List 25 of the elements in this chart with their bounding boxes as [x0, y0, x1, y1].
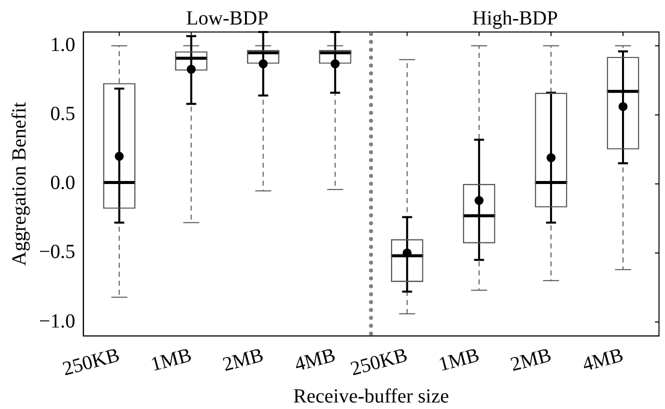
- point: [618, 102, 628, 112]
- x-tick-label: 2MB: [220, 344, 266, 376]
- y-tick-label: 0.5: [50, 103, 76, 126]
- y-tick-label: 0.0: [50, 172, 76, 194]
- text: Low-BDP: [186, 7, 268, 30]
- point: [402, 248, 412, 258]
- x-axis-title: Receive-buffer size: [293, 385, 450, 408]
- point: [474, 196, 484, 206]
- point: [258, 59, 268, 68]
- x-tick-label: 2MB: [508, 344, 554, 376]
- x-tick-label: 4MB: [580, 344, 626, 376]
- x-tick-label: 250KB: [348, 344, 410, 380]
- point: [114, 152, 124, 161]
- x-tick-label: 4MB: [292, 344, 338, 376]
- text: High-BDP: [472, 7, 558, 30]
- point: [330, 59, 340, 68]
- point: [186, 64, 196, 74]
- x-tick-label: 1MB: [148, 344, 194, 376]
- x-tick-label: 1MB: [436, 344, 482, 376]
- y-tick-label: −0.5: [39, 241, 76, 264]
- y-tick-label: −1.0: [39, 310, 76, 332]
- y-axis-title: Aggregation Benefit: [8, 102, 30, 266]
- x-tick-label: 250KB: [60, 344, 122, 380]
- point: [546, 153, 556, 162]
- y-tick-label: 1.0: [50, 34, 76, 56]
